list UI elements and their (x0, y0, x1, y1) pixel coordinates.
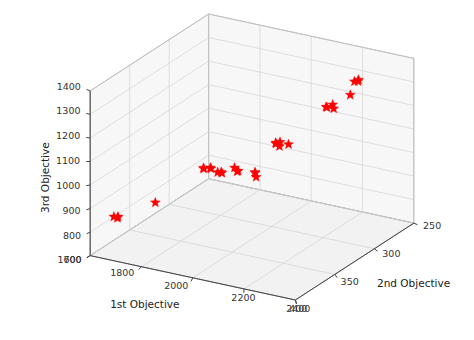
grid-line-x (90, 179, 208, 256)
tick-label-x: 2400 (286, 303, 310, 314)
grid-line-x (208, 14, 209, 179)
tick-mark-z (86, 113, 90, 114)
tick-label-z: 900 (63, 205, 81, 216)
grid-line-y (169, 40, 170, 205)
tick-label-y: 300 (382, 248, 400, 259)
grid-line-y (130, 230, 335, 274)
grid (90, 14, 414, 300)
tick-mark-z (87, 232, 91, 234)
grid-line-x (193, 201, 311, 278)
point (345, 90, 355, 99)
grid-line-z (90, 132, 208, 209)
grid-line-x (141, 190, 259, 267)
grid-line-z (90, 108, 208, 185)
point (284, 139, 294, 148)
axis-line-x (90, 256, 295, 300)
tick-label-z: 700 (63, 254, 81, 265)
point (353, 76, 363, 85)
tick-mark-y (335, 274, 337, 277)
tick-label-y: 400 (289, 303, 307, 314)
point (216, 167, 226, 176)
tick-mark-z (86, 185, 90, 187)
tick-label-z: 1300 (56, 105, 80, 116)
tick-mark-y (414, 223, 418, 225)
tick-label-y: 250 (423, 220, 441, 231)
tick-label-z: 1000 (56, 180, 80, 191)
tick-label-x: 1800 (110, 267, 134, 278)
axis-label-x: 1st Objective (110, 298, 179, 310)
grid-line-z (209, 108, 414, 152)
point (251, 172, 261, 181)
tick-mark-z (87, 256, 90, 258)
point (233, 166, 243, 175)
grid-line-y (209, 179, 414, 223)
point (274, 141, 284, 150)
grid-line-y (129, 65, 130, 230)
tick-mark-x (87, 256, 90, 258)
grid-line-z (90, 61, 208, 138)
grid-line-x (259, 25, 260, 190)
grid-line-z (209, 155, 414, 199)
tick-mark-x (243, 289, 244, 293)
grid-line-y (90, 256, 295, 300)
point (217, 168, 227, 177)
grid-line-z (209, 14, 414, 58)
grid-line-x (311, 36, 312, 201)
point (232, 166, 242, 175)
grid-line-z (209, 38, 414, 82)
grid-line-z (90, 179, 208, 256)
grid-line-z (90, 85, 208, 162)
axis-line-z (90, 91, 91, 256)
tick-mark-y (374, 249, 377, 251)
tick-label-z: 800 (63, 230, 81, 241)
points (109, 75, 364, 223)
tick-mark-x (191, 278, 193, 282)
axis-label-z: 3rd Objective (39, 142, 51, 213)
tick-mark-z (86, 137, 90, 138)
point (112, 213, 122, 222)
tick-label-y: 350 (341, 276, 359, 287)
grid-line-z (90, 14, 208, 91)
tick-label-z: 1200 (56, 130, 80, 141)
point (150, 197, 160, 206)
grid-line-y (90, 91, 91, 256)
panes (90, 14, 414, 300)
grid-line-y (208, 14, 209, 179)
grid-line-z (209, 132, 414, 176)
axes: 1600 1800 2000 2200 2400 250 300 350 400 700 800 90… (39, 81, 450, 314)
grid-line-x (244, 212, 362, 289)
chart-container: 1600 1800 2000 2200 2400 250 300 350 400 700 800 90… (0, 0, 474, 340)
tick-mark-z (86, 209, 90, 210)
grid-line-z (90, 155, 208, 232)
grid-line-z (90, 38, 208, 115)
tick-mark-y (295, 300, 296, 304)
pane-z (90, 179, 414, 300)
chart-svg: 1600 1800 2000 2200 2400 250 300 350 400 700 800 90… (0, 0, 474, 340)
grid-line-x (362, 47, 363, 212)
grid-line-z (209, 85, 414, 129)
tick-mark-z (86, 161, 90, 162)
tick-label-x: 2200 (231, 292, 255, 303)
axis-label-y: 2nd Objective (377, 277, 450, 289)
tick-label-z: 1100 (56, 155, 80, 166)
tick-mark-x (139, 267, 142, 270)
tick-label-x: 1600 (57, 254, 81, 265)
tick-label-x: 2000 (164, 280, 188, 291)
tick-mark-z (86, 89, 90, 91)
grid-line-x (413, 58, 414, 223)
point (329, 103, 339, 112)
tick-label-z: 1400 (57, 81, 81, 92)
point (199, 164, 209, 173)
grid-line-y (169, 204, 374, 248)
grid-line-z (209, 179, 414, 223)
grid-line-z (209, 61, 414, 105)
